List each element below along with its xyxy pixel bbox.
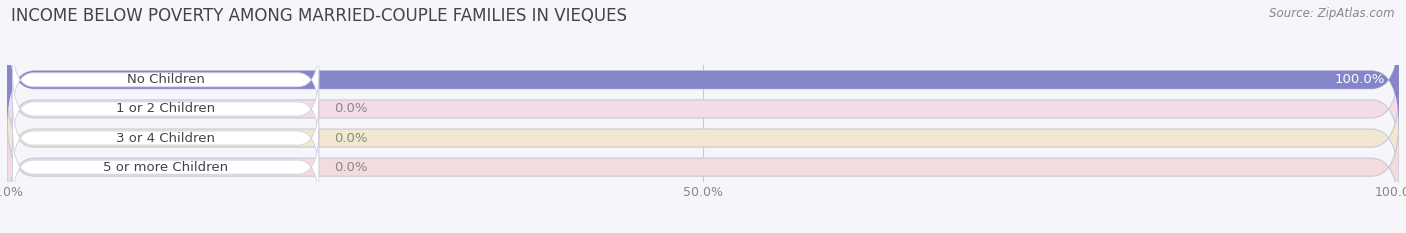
Text: 1 or 2 Children: 1 or 2 Children: [117, 103, 215, 115]
Text: 0.0%: 0.0%: [335, 103, 367, 115]
FancyBboxPatch shape: [13, 72, 319, 146]
Text: 0.0%: 0.0%: [335, 132, 367, 144]
Text: No Children: No Children: [127, 73, 205, 86]
FancyBboxPatch shape: [13, 130, 319, 204]
FancyBboxPatch shape: [7, 31, 1399, 129]
Text: Source: ZipAtlas.com: Source: ZipAtlas.com: [1270, 7, 1395, 20]
FancyBboxPatch shape: [7, 118, 1399, 216]
FancyBboxPatch shape: [7, 31, 1399, 129]
FancyBboxPatch shape: [7, 89, 1399, 187]
Text: 5 or more Children: 5 or more Children: [103, 161, 228, 174]
FancyBboxPatch shape: [7, 60, 1399, 158]
Text: 3 or 4 Children: 3 or 4 Children: [117, 132, 215, 144]
Text: INCOME BELOW POVERTY AMONG MARRIED-COUPLE FAMILIES IN VIEQUES: INCOME BELOW POVERTY AMONG MARRIED-COUPL…: [11, 7, 627, 25]
FancyBboxPatch shape: [13, 43, 319, 116]
Text: 0.0%: 0.0%: [335, 161, 367, 174]
FancyBboxPatch shape: [13, 101, 319, 175]
Text: 100.0%: 100.0%: [1334, 73, 1385, 86]
